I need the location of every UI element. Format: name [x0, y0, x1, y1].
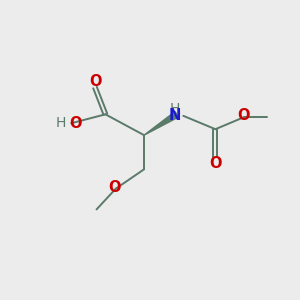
Text: H: H — [170, 102, 181, 116]
Polygon shape — [144, 112, 178, 135]
Text: O: O — [237, 108, 250, 123]
Text: O: O — [70, 116, 82, 131]
Text: H: H — [56, 116, 66, 130]
Text: O: O — [89, 74, 101, 88]
Text: O: O — [108, 180, 121, 195]
Text: O: O — [209, 157, 222, 172]
Text: N: N — [169, 108, 182, 123]
